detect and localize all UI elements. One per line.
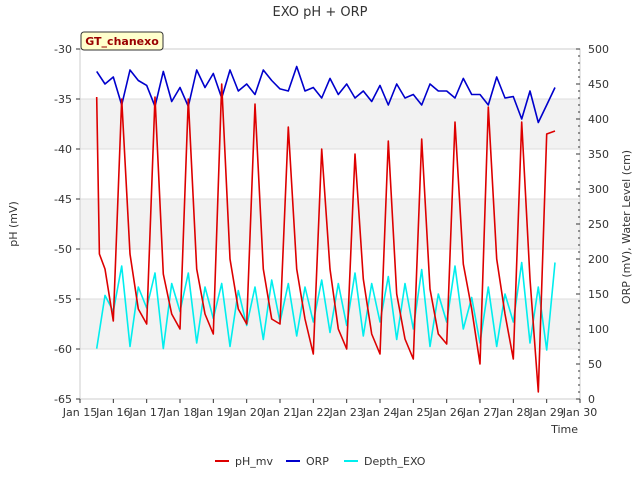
x-tick-label: Jan 29 bbox=[528, 406, 563, 419]
series-layer bbox=[95, 65, 556, 393]
legend-label: Depth_EXO bbox=[364, 455, 426, 468]
x-tick-label: Jan 15 bbox=[62, 406, 97, 419]
y-tick-left-label: -45 bbox=[54, 193, 72, 206]
legend-item-orp: ORP bbox=[286, 455, 329, 468]
x-tick-label: Jan 22 bbox=[295, 406, 330, 419]
x-tick-label: Jan 18 bbox=[162, 406, 197, 419]
y-axis-left-label: pH (mV) bbox=[7, 201, 20, 247]
x-tick-label: Jan 26 bbox=[428, 406, 463, 419]
background-band bbox=[80, 99, 580, 149]
background-band bbox=[80, 299, 580, 349]
y-tick-right-label: 200 bbox=[588, 253, 609, 266]
x-tick-label: Jan 27 bbox=[462, 406, 497, 419]
y-tick-right-label: 500 bbox=[588, 43, 609, 56]
x-tick-label: Jan 24 bbox=[362, 406, 397, 419]
legend-label: ORP bbox=[306, 455, 329, 468]
badge: GT_chanexo bbox=[80, 31, 164, 51]
x-tick-label: Jan 30 bbox=[562, 406, 597, 419]
y-tick-right-label: 300 bbox=[588, 183, 609, 196]
y-tick-left-label: -40 bbox=[54, 143, 72, 156]
legend-label: pH_mv bbox=[235, 455, 273, 468]
y-axis-right-label: ORP (mV), Water Level (cm) bbox=[620, 150, 633, 304]
y-tick-right-label: 50 bbox=[588, 358, 602, 371]
x-tick-label: Jan 23 bbox=[328, 406, 363, 419]
y-tick-left-label: -55 bbox=[54, 293, 72, 306]
x-tick-label: Jan 17 bbox=[128, 406, 163, 419]
x-tick-label: Jan 28 bbox=[495, 406, 530, 419]
series-orp-line bbox=[96, 65, 556, 124]
y-tick-left-label: -50 bbox=[54, 243, 72, 256]
x-tick-label: Jan 25 bbox=[395, 406, 430, 419]
y-tick-right-label: 150 bbox=[588, 288, 609, 301]
chart-title: EXO pH + ORP bbox=[273, 5, 368, 20]
y-tick-right-label: 350 bbox=[588, 148, 609, 161]
badge-box bbox=[80, 31, 164, 51]
legend-item-ph-mv: pH_mv bbox=[215, 455, 273, 468]
legend-item-depth-exo: Depth_EXO bbox=[344, 455, 426, 468]
y-tick-right-label: 0 bbox=[588, 393, 595, 406]
y-tick-right-label: 100 bbox=[588, 323, 609, 336]
legend: pH_mv ORP Depth_EXO bbox=[215, 455, 426, 468]
series-ph-mv-line bbox=[95, 83, 556, 393]
y-tick-left-label: -35 bbox=[54, 93, 72, 106]
background-bands bbox=[80, 99, 580, 349]
x-tick-label: Jan 21 bbox=[262, 406, 297, 419]
y-tick-right-label: 250 bbox=[588, 218, 609, 231]
right-axis: 0 50 100 150 200 250 300 350 400 450 500 bbox=[576, 43, 609, 406]
badge-label: GT_chanexo bbox=[85, 35, 159, 48]
x-tick-label: Jan 20 bbox=[228, 406, 263, 419]
x-tick-label: Jan 16 bbox=[95, 406, 130, 419]
y-tick-left-label: -65 bbox=[54, 393, 72, 406]
x-tick-label: Jan 19 bbox=[195, 406, 230, 419]
y-tick-right-label: 450 bbox=[588, 78, 609, 91]
y-tick-left-label: -60 bbox=[54, 343, 72, 356]
left-axis: -65 -60 -55 -50 -45 -40 -35 -30 bbox=[54, 43, 80, 406]
x-axis-label: Time bbox=[550, 423, 578, 436]
background-band bbox=[80, 199, 580, 249]
y-tick-right-label: 400 bbox=[588, 113, 609, 126]
series-depth-exo-line bbox=[95, 261, 556, 351]
y-tick-left-label: -30 bbox=[54, 43, 72, 56]
